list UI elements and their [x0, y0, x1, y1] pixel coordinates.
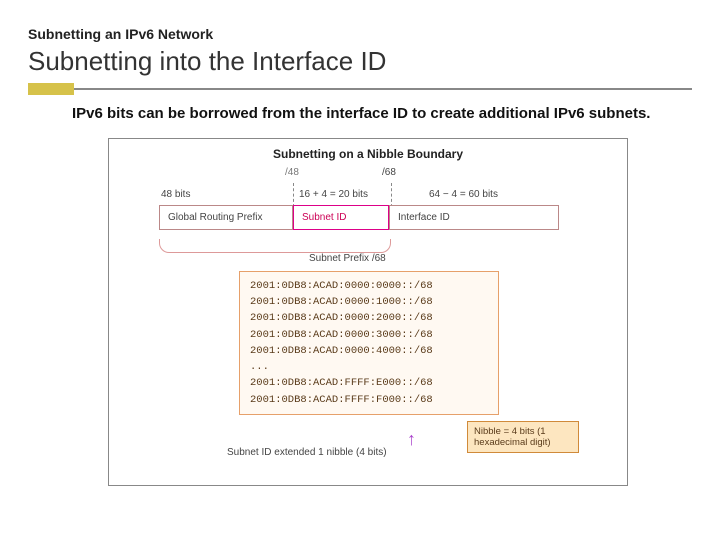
subnet-line: 2001:0DB8:ACAD:0000:4000::/68 [250, 343, 488, 359]
box-subnet-id: Subnet ID [293, 205, 389, 230]
subnet-line: 2001:0DB8:ACAD:0000:2000::/68 [250, 310, 488, 326]
subnet-line: 2001:0DB8:ACAD:0000:0000::/68 [250, 278, 488, 294]
width-mid-label: 16 + 4 = 20 bits [299, 189, 368, 200]
nibble-note: Nibble = 4 bits (1 hexadecimal digit) [467, 421, 579, 453]
boundary-68-label: /68 [382, 167, 396, 178]
width-right-label: 64 − 4 = 60 bits [429, 189, 498, 200]
boundary-48-label: /48 [285, 167, 299, 178]
figure-title: Subnetting on a Nibble Boundary [109, 139, 627, 161]
width-left-label: 48 bits [161, 189, 190, 200]
figure: Subnetting on a Nibble Boundary /48 /68 … [108, 138, 628, 486]
rule-line [74, 88, 692, 90]
subnet-list: 2001:0DB8:ACAD:0000:0000::/68 2001:0DB8:… [239, 271, 499, 415]
address-structure-row: Global Routing Prefix Subnet ID Interfac… [159, 205, 559, 230]
figure-caption: Subnet ID extended 1 nibble (4 bits) [227, 447, 387, 458]
subnet-line: 2001:0DB8:ACAD:0000:3000::/68 [250, 327, 488, 343]
subnet-line: ... [250, 359, 488, 375]
subnet-prefix-brace [159, 239, 391, 253]
pretitle: Subnetting an IPv6 Network [28, 26, 692, 42]
subnet-line: 2001:0DB8:ACAD:FFFF:F000::/68 [250, 392, 488, 408]
title-rule [28, 83, 692, 95]
subnet-prefix-label: Subnet Prefix /68 [309, 253, 386, 264]
arrow-up-icon: ↑ [407, 429, 416, 450]
body-text: IPv6 bits can be borrowed from the inter… [72, 105, 672, 124]
accent-block [28, 83, 74, 95]
page-title: Subnetting into the Interface ID [28, 46, 692, 77]
subnet-line: 2001:0DB8:ACAD:0000:1000::/68 [250, 294, 488, 310]
box-interface-id: Interface ID [389, 205, 559, 230]
box-global-routing-prefix: Global Routing Prefix [159, 205, 293, 230]
subnet-line: 2001:0DB8:ACAD:FFFF:E000::/68 [250, 375, 488, 391]
